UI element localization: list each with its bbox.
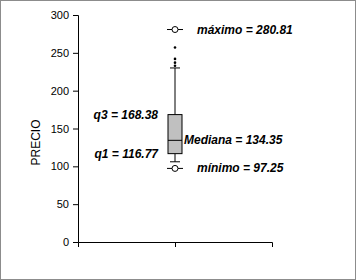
y-tick-mark — [73, 129, 78, 130]
y-tick-label: 100 — [51, 160, 69, 172]
lower-whisker-cap — [170, 161, 180, 162]
min-marker — [167, 165, 183, 171]
q3-label: q3 = 168.38 — [94, 108, 159, 122]
lower-whisker — [175, 154, 176, 162]
max-marker-point — [172, 27, 178, 33]
stat-labels: máximo = 280.81 q3 = 168.38 Mediana = 134.… — [94, 23, 293, 176]
y-axis-title: PRECIO — [29, 119, 43, 165]
y-tick-label: 0 — [63, 236, 69, 248]
upper-whisker — [175, 68, 176, 115]
median-label: Mediana = 134.35 — [184, 133, 283, 147]
x-tick — [175, 242, 176, 247]
y-tick-label: 250 — [51, 47, 69, 59]
y-tick: 200 — [51, 85, 78, 97]
chart: 0 50 100 150 200 250 300 PRECIO máximo = 280.81 q… — [0, 0, 356, 280]
upper-whisker-cap — [170, 67, 180, 68]
y-tick: 250 — [51, 47, 78, 59]
box — [168, 115, 182, 154]
max-label: máximo = 280.81 — [197, 23, 293, 37]
y-tick: 300 — [51, 9, 78, 21]
outlier — [174, 64, 177, 67]
y-axis: 0 50 100 150 200 250 300 — [51, 9, 79, 248]
outlier — [174, 61, 177, 64]
x-axis-line — [79, 243, 273, 248]
y-tick-label: 200 — [51, 85, 69, 97]
y-tick-label: 50 — [57, 198, 69, 210]
y-axis-line — [73, 16, 79, 243]
q1-label: q1 = 116.77 — [95, 147, 160, 161]
y-tick: 100 — [51, 160, 78, 172]
min-label: mínimo = 97.25 — [197, 161, 284, 175]
x-tick-mark — [175, 242, 176, 247]
y-tick-mark — [73, 15, 78, 16]
plot-area — [167, 27, 183, 172]
max-marker — [167, 27, 183, 33]
y-tick: 50 — [57, 198, 78, 210]
y-tick-mark — [73, 242, 78, 243]
y-tick-mark — [73, 166, 78, 167]
y-tick-label: 150 — [51, 123, 69, 135]
min-marker-point — [172, 165, 178, 171]
y-tick-mark — [73, 204, 78, 205]
x-axis — [79, 242, 273, 247]
y-tick: 150 — [51, 123, 78, 135]
y-tick: 0 — [63, 236, 78, 248]
y-tick-mark — [73, 53, 78, 54]
y-tick-mark — [73, 91, 78, 92]
frame — [1, 1, 356, 280]
outlier — [174, 58, 177, 61]
outlier — [174, 46, 177, 49]
y-tick-label: 300 — [51, 9, 69, 21]
median — [168, 140, 182, 141]
